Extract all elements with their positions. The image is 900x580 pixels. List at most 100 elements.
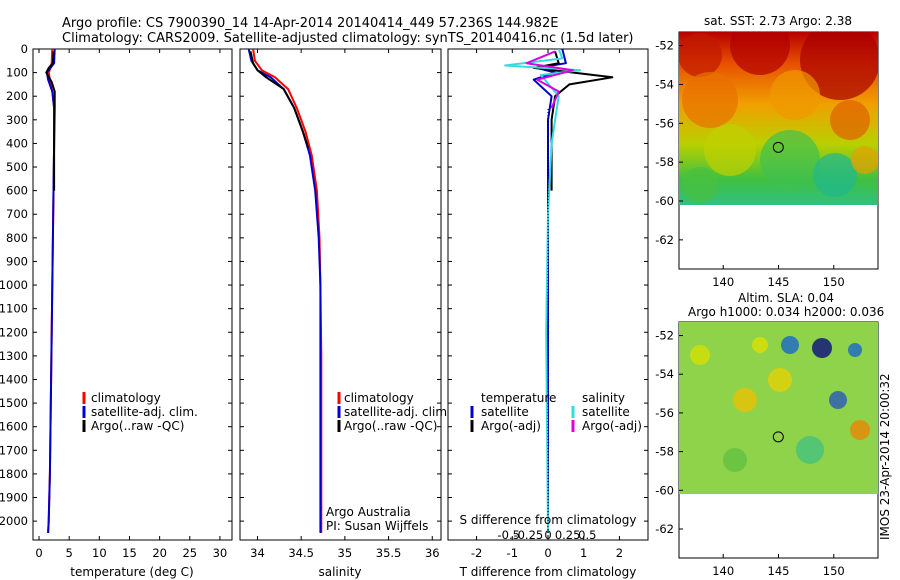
depth-tick-label: 200 xyxy=(6,89,28,103)
sla-patch xyxy=(768,368,792,392)
sla-field xyxy=(679,322,878,494)
imos-timestamp: IMOS 23-Apr-2014 20:00:32 xyxy=(878,373,892,540)
depth-tick-label: 100 xyxy=(6,66,28,80)
sst-patch xyxy=(830,100,870,140)
legend-label-temp-satellite: satellite xyxy=(481,405,529,419)
depth-tick-label: 300 xyxy=(6,113,28,127)
map-x-tick-label: 145 xyxy=(768,275,790,289)
sla-patch xyxy=(848,343,862,357)
map-y-tick-label: -60 xyxy=(655,194,674,208)
figure-title-line1: Argo profile: CS 7900390_14 14-Apr-2014 … xyxy=(62,16,558,31)
map-x-tick-label: 150 xyxy=(823,275,845,289)
sst-patch xyxy=(770,70,820,120)
sla-patch xyxy=(796,436,824,464)
temperature-axes-frame xyxy=(32,48,233,541)
temperature-depth-ticks: 0 100 200 300 400 500 600 700 800 900 1000 1100 1200… xyxy=(0,42,232,528)
salinity-series xyxy=(247,49,323,533)
figure-title-line2: Climatology: CARS2009. Satellite-adjuste… xyxy=(62,31,634,46)
depth-tick-label: 700 xyxy=(6,207,28,221)
s-difference-tick-label: -0.5 xyxy=(497,528,519,542)
depth-tick-label: 1900 xyxy=(0,491,28,505)
argo-location-marker-sla xyxy=(772,431,784,443)
depth-tick-label: 900 xyxy=(6,254,28,268)
sst-patch xyxy=(851,146,878,174)
x-tick-label: 30 xyxy=(213,546,228,560)
sst-patch xyxy=(730,32,790,75)
s-difference-tick-label: 0 xyxy=(544,528,551,542)
sla-patch xyxy=(781,336,799,354)
salinity-x-ticks: 34 34.5 35 35.5 36 xyxy=(250,49,440,560)
x-tick-label: 34.5 xyxy=(288,546,314,560)
temperature-x-ticks: 0 5 10 15 20 25 30 xyxy=(35,49,227,560)
series-line-argo-raw-qc- xyxy=(249,51,310,149)
x-tick-label: 10 xyxy=(92,546,107,560)
x-tick-label: 2 xyxy=(616,546,623,560)
x-tick-label: -2 xyxy=(471,546,482,560)
difference-y-ticks xyxy=(448,48,648,522)
legend-label-satellite-adj: satellite-adj. clim. xyxy=(344,405,451,419)
salinity-xlabel: salinity xyxy=(318,565,361,579)
depth-tick-label: 1400 xyxy=(0,372,28,386)
temperature-series xyxy=(45,49,56,533)
depth-tick-label: 500 xyxy=(6,160,28,174)
sst-patch xyxy=(813,153,857,197)
map-y-tick-label: -62 xyxy=(655,522,674,536)
map-x-tick-label: 150 xyxy=(823,564,845,578)
salinity-difference-ticks: -0.5-0.25 0 0.250.5 xyxy=(497,528,596,542)
difference-series xyxy=(504,49,614,540)
x-tick-label: 20 xyxy=(152,546,167,560)
sst-blobs xyxy=(679,32,878,203)
sst-map-title: sat. SST: 2.73 Argo: 2.38 xyxy=(704,14,852,28)
map-y-tick-label: -54 xyxy=(655,77,674,91)
depth-tick-label: 2000 xyxy=(0,514,28,528)
sst-patch xyxy=(682,72,738,128)
legend-label-sal-argo: Argo(-adj) xyxy=(582,419,642,433)
map-y-tick-label: -52 xyxy=(655,39,674,53)
depth-tick-label: 1800 xyxy=(0,467,28,481)
x-tick-label: -1 xyxy=(507,546,518,560)
x-tick-label: 25 xyxy=(182,546,197,560)
sla-patch xyxy=(752,337,768,353)
sla-patch xyxy=(850,420,870,440)
sla-patch xyxy=(723,448,747,472)
map-x-tick-label: 145 xyxy=(768,564,790,578)
sst-map-panel: sat. SST: 2.73 Argo: 2.38 140 145 150 -52 -5… xyxy=(655,14,879,289)
series-line-argo-raw-qc- xyxy=(45,51,56,191)
legend-title-salinity: salinity xyxy=(582,391,625,405)
argo-location-marker-sst xyxy=(772,141,784,153)
salinity-panel: 34 34.5 35 35.5 36 climatology satellite-adj… xyxy=(239,48,451,579)
sla-map-panel: Altim. SLA: 0.04 Argo h1000: 0.034 h2000… xyxy=(655,291,884,578)
depth-tick-label: 1100 xyxy=(0,302,28,316)
depth-tick-label: 600 xyxy=(6,184,28,198)
sst-patch xyxy=(800,32,878,100)
legend-label-sal-satellite: satellite xyxy=(582,405,630,419)
temperature-xlabel: temperature (deg C) xyxy=(70,565,193,579)
legend-title-temperature: temperature xyxy=(481,391,556,405)
salinity-legend: climatology satellite-adj. clim. Argo(..… xyxy=(337,391,451,433)
legend-label-satellite-adj: satellite-adj. clim. xyxy=(91,405,198,419)
depth-tick-label: 800 xyxy=(6,231,28,245)
map-y-tick-label: -58 xyxy=(655,445,674,459)
legend-label-argo: Argo(..raw -QC) xyxy=(344,419,437,433)
x-tick-label: 15 xyxy=(122,546,137,560)
depth-tick-label: 0 xyxy=(21,42,28,56)
sla-map-ticks: 140 145 150 -52 -54 -56 -58 -60 -62 xyxy=(655,329,845,578)
map-y-tick-label: -56 xyxy=(655,116,674,130)
depth-tick-label: 1200 xyxy=(0,325,28,339)
map-y-tick-label: -52 xyxy=(655,329,674,343)
sst-map-ticks: 140 145 150 -52 -54 -56 -58 -60 -62 xyxy=(655,39,845,289)
depth-tick-label: 1600 xyxy=(0,420,28,434)
map-y-tick-label: -58 xyxy=(655,155,674,169)
sla-patch xyxy=(690,345,710,365)
depth-tick-label: 1300 xyxy=(0,349,28,363)
argo-australia-label: Argo Australia xyxy=(326,505,411,519)
legend-label-temp-argo: Argo(-adj) xyxy=(481,419,541,433)
map-y-tick-label: -62 xyxy=(655,233,674,247)
s-difference-tick-label: -0.25 xyxy=(513,528,543,542)
depth-tick-label: 1500 xyxy=(0,396,28,410)
difference-panel: -2 -1 0 1 2 temperature salinity satellite A… xyxy=(447,48,649,579)
legend-label-climatology: climatology xyxy=(91,391,161,405)
x-tick-label: 35 xyxy=(338,546,353,560)
sla-patch xyxy=(812,338,832,358)
